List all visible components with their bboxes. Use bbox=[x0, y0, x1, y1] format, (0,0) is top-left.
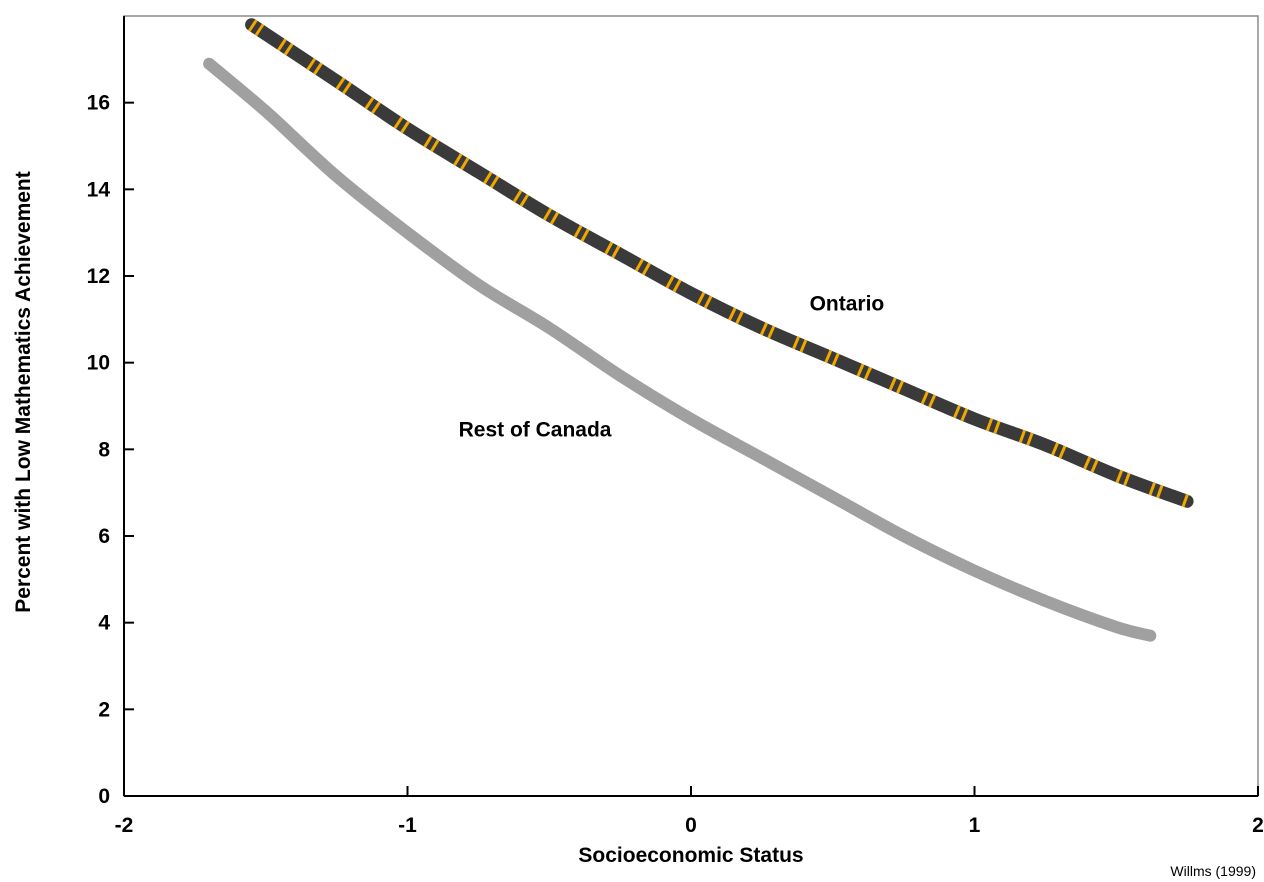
source-citation: Willms (1999) bbox=[1170, 863, 1256, 879]
series-layer: Ontario Rest of Canada bbox=[203, 18, 1194, 642]
y-tick-label: 12 bbox=[87, 265, 110, 288]
series-line-rest-of-canada bbox=[203, 57, 1157, 642]
y-tick-label: 16 bbox=[87, 92, 110, 115]
x-ticks: -2 -1 0 1 2 bbox=[115, 786, 1264, 837]
y-tick-label: 8 bbox=[98, 438, 110, 461]
y-axis-title: Percent with Low Mathematics Achievement bbox=[12, 171, 35, 613]
x-axis-title: Socioeconomic Status bbox=[578, 844, 803, 867]
x-tick-label: 2 bbox=[1252, 814, 1264, 837]
x-tick-label: -1 bbox=[398, 814, 417, 837]
series-label-ontario: Ontario bbox=[810, 293, 885, 316]
series-line-ontario bbox=[245, 18, 1194, 508]
x-tick-label: -2 bbox=[115, 814, 134, 837]
y-tick-label: 4 bbox=[98, 612, 110, 635]
x-tick-label: 0 bbox=[685, 814, 697, 837]
y-tick-label: 6 bbox=[98, 525, 110, 548]
y-tick-label: 2 bbox=[98, 698, 110, 721]
plot-frame bbox=[123, 15, 1259, 797]
y-ticks: 0 2 4 6 8 10 12 14 16 bbox=[87, 92, 134, 808]
series-label-rest-of-canada: Rest of Canada bbox=[459, 418, 612, 441]
y-tick-label: 14 bbox=[87, 178, 111, 201]
y-tick-label: 0 bbox=[98, 785, 110, 808]
y-tick-label: 10 bbox=[87, 352, 110, 375]
x-tick-label: 1 bbox=[969, 814, 981, 837]
